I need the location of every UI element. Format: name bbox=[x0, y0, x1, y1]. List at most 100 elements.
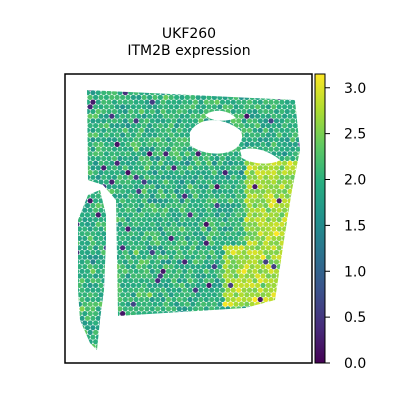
expression-spot bbox=[246, 249, 253, 256]
expression-spot bbox=[155, 202, 161, 209]
expression-spot bbox=[192, 259, 199, 265]
expression-spot bbox=[174, 226, 180, 232]
expression-spot bbox=[255, 207, 261, 213]
expression-spot bbox=[287, 179, 293, 185]
expression-spot bbox=[206, 198, 212, 204]
expression-spot bbox=[255, 320, 261, 326]
expression-spot bbox=[163, 254, 169, 260]
expression-spot bbox=[195, 301, 201, 307]
expression-spot bbox=[84, 118, 91, 124]
expression-spot bbox=[211, 226, 217, 232]
expression-spot bbox=[182, 99, 188, 105]
expression-spot bbox=[282, 226, 288, 232]
expression-spot bbox=[136, 301, 142, 307]
expression-spot bbox=[209, 155, 215, 162]
expression-spot bbox=[165, 296, 172, 303]
expression-spot bbox=[133, 193, 139, 199]
expression-spot bbox=[165, 343, 172, 350]
expression-spot bbox=[155, 268, 161, 274]
expression-spot bbox=[160, 99, 166, 105]
expression-spot bbox=[241, 268, 247, 274]
expression-spot bbox=[90, 137, 96, 143]
expression-spot bbox=[109, 348, 115, 350]
expression-spot bbox=[230, 334, 236, 340]
expression-spot bbox=[93, 160, 99, 166]
expression-spot bbox=[271, 254, 277, 260]
expression-spot bbox=[190, 264, 196, 270]
expression-spot bbox=[263, 108, 269, 115]
expression-spot bbox=[144, 137, 150, 143]
expression-spot bbox=[117, 155, 123, 162]
expression-spot bbox=[201, 320, 207, 326]
expression-spot bbox=[128, 118, 134, 124]
expression-spot bbox=[157, 226, 163, 232]
expression-spot bbox=[276, 339, 282, 345]
expression-spot bbox=[282, 329, 288, 335]
expression-spot bbox=[155, 90, 161, 96]
expression-spot bbox=[155, 146, 161, 152]
expression-spot bbox=[128, 184, 134, 190]
expression-spot bbox=[82, 292, 88, 298]
expression-spot bbox=[287, 226, 293, 232]
expression-spot bbox=[130, 217, 136, 223]
expression-spot bbox=[98, 198, 104, 204]
expression-spot bbox=[87, 320, 93, 326]
expression-spot bbox=[260, 311, 266, 317]
expression-spot bbox=[222, 198, 228, 204]
expression-spot bbox=[190, 113, 196, 119]
expression-spot bbox=[120, 90, 126, 91]
expression-spot bbox=[249, 179, 255, 185]
expression-spot bbox=[190, 339, 196, 345]
expression-spot bbox=[103, 348, 110, 350]
expression-spot bbox=[106, 268, 112, 274]
expression-spot bbox=[93, 104, 99, 110]
expression-spot bbox=[201, 160, 207, 166]
expression-spot bbox=[179, 339, 185, 345]
expression-spot bbox=[209, 315, 215, 321]
expression-spot bbox=[106, 202, 112, 209]
expression-spot bbox=[117, 334, 123, 340]
expression-spot bbox=[160, 315, 166, 321]
expression-spot bbox=[276, 311, 282, 317]
expression-spot bbox=[276, 160, 282, 166]
expression-spot bbox=[98, 254, 104, 260]
expression-spot bbox=[263, 278, 269, 284]
expression-spot bbox=[79, 287, 85, 293]
expression-spot bbox=[111, 193, 118, 199]
expression-spot bbox=[114, 235, 120, 241]
expression-spot bbox=[265, 217, 271, 223]
expression-spot bbox=[209, 221, 215, 227]
expression-spot bbox=[174, 329, 180, 335]
expression-spot bbox=[228, 198, 234, 204]
expression-spot bbox=[230, 193, 236, 199]
expression-spot bbox=[222, 207, 228, 213]
expression-spot bbox=[82, 329, 88, 335]
expression-spot bbox=[171, 259, 177, 265]
expression-spot bbox=[236, 287, 242, 293]
expression-spot bbox=[282, 254, 288, 260]
expression-spot bbox=[71, 123, 76, 128]
expression-spot bbox=[144, 268, 150, 274]
expression-spot bbox=[230, 165, 236, 171]
expression-spot bbox=[238, 226, 244, 232]
expression-spot bbox=[163, 160, 169, 166]
expression-spot bbox=[209, 231, 215, 237]
expression-spot bbox=[141, 339, 147, 345]
expression-spot bbox=[155, 249, 161, 256]
expression-spot bbox=[120, 282, 126, 288]
expression-spot bbox=[284, 193, 290, 199]
expression-spot bbox=[136, 339, 142, 345]
expression-spot bbox=[174, 188, 180, 194]
expression-spot bbox=[109, 198, 115, 204]
expression-spot bbox=[128, 325, 134, 331]
expression-spot bbox=[238, 217, 244, 223]
expression-spot bbox=[109, 264, 115, 270]
expression-spot bbox=[257, 127, 263, 133]
expression-spot bbox=[252, 315, 258, 321]
expression-spot bbox=[152, 132, 158, 138]
expression-spot bbox=[157, 311, 163, 317]
expression-spot bbox=[125, 311, 131, 317]
expression-spot bbox=[244, 207, 250, 213]
expression-spot bbox=[87, 170, 93, 176]
expression-spot bbox=[292, 90, 298, 91]
